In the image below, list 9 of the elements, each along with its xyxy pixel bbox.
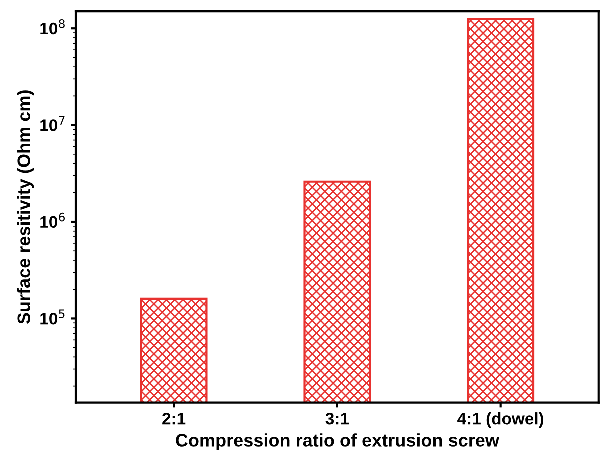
y-tick-label: 10$^{5}$ [40,310,65,325]
y-axis-title: Surface resitivity (Ohm cm) [17,90,34,324]
y-tick-label: 10$^{8}$ [40,19,65,35]
y-tick-label: 10$^{7}$ [40,116,65,132]
x-tick-label: 3:1 [326,412,350,425]
x-axis-title: Compression ratio of extrusion screw [176,434,500,450]
x-tick-label: 4:1 (dowel) [458,412,544,428]
y-tick-label: 10$^{6}$ [40,212,65,228]
x-tick-label: 2:1 [162,412,186,425]
